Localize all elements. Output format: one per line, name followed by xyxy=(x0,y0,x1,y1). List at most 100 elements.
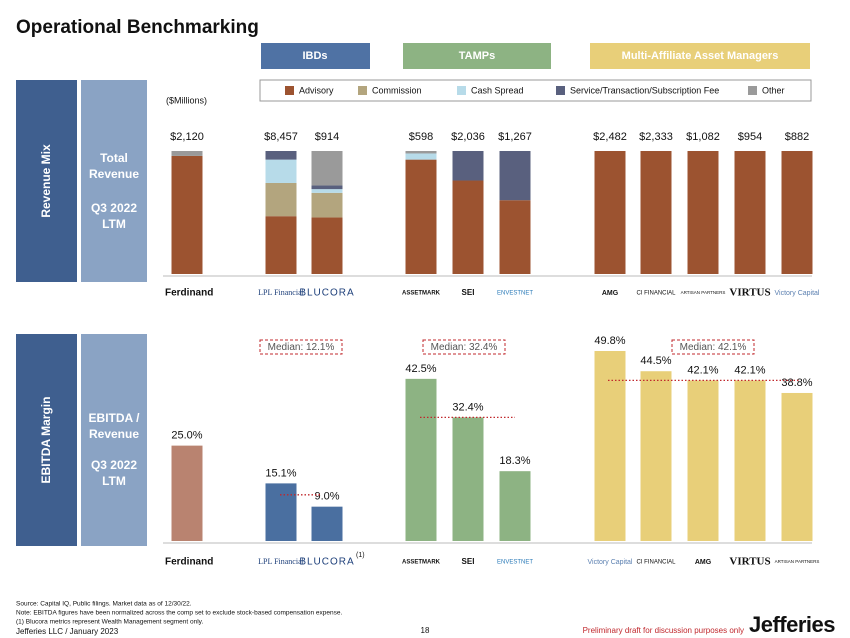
value-label: 42.1% xyxy=(687,364,718,376)
category-label: Ferdinand xyxy=(165,557,213,568)
brand: Jefferies xyxy=(749,612,835,637)
median-label: Median: 12.1% xyxy=(268,342,335,353)
legend-box xyxy=(259,79,812,102)
bar-segment xyxy=(311,189,343,193)
bar xyxy=(311,506,343,541)
page-number: 18 xyxy=(421,626,430,635)
slide-title: Operational Benchmarking xyxy=(16,17,259,38)
panel-period: Q3 2022 LTM xyxy=(90,458,138,488)
bar xyxy=(781,392,813,541)
legend-swatch xyxy=(748,86,757,95)
bar-segment xyxy=(452,180,484,274)
bar-segment xyxy=(594,151,626,274)
bar xyxy=(405,378,437,541)
footnote-marker: (1) xyxy=(356,552,365,559)
group-label: TAMPs xyxy=(459,50,495,62)
value-label: 42.1% xyxy=(734,364,765,376)
bar-segment xyxy=(781,151,813,274)
footnote: Note: EBITDA figures have been normalize… xyxy=(16,610,342,617)
panel-label-box: Q3 2022 LTM xyxy=(90,201,138,231)
category-label: BLUCORA xyxy=(299,557,354,568)
footnote: (1) Blucora metrics represent Wealth Man… xyxy=(16,619,203,626)
panel-box xyxy=(81,334,147,546)
bar xyxy=(594,351,626,541)
total-label: $2,036 xyxy=(451,131,485,143)
bar-segment xyxy=(499,200,531,274)
bar xyxy=(640,371,672,541)
panel-label-box: Q3 2022 LTM xyxy=(90,458,138,488)
value-label: 9.0% xyxy=(314,491,339,503)
total-label: $2,120 xyxy=(170,131,204,143)
total-label: $2,333 xyxy=(639,131,673,143)
bar xyxy=(734,380,766,541)
bar-segment xyxy=(734,151,766,274)
bar-segment xyxy=(311,217,343,274)
legend-label: Cash Spread xyxy=(471,85,524,95)
category-label: AMG xyxy=(602,290,619,297)
panel-label-box: Total Revenue xyxy=(88,151,140,181)
bar-segment xyxy=(405,151,437,154)
panel-period: Q3 2022 LTM xyxy=(90,201,138,231)
category-label: AMG xyxy=(695,559,712,566)
panel-label-box: EBITDA / Revenue xyxy=(88,411,140,441)
median-box xyxy=(671,339,755,355)
bar-segment xyxy=(499,151,531,201)
category-label: ENVESTNET xyxy=(497,560,533,566)
bar-segment xyxy=(265,182,297,217)
bar xyxy=(265,483,297,541)
value-label: 32.4% xyxy=(452,401,483,413)
legend-swatch xyxy=(285,86,294,95)
legend-label: Advisory xyxy=(299,85,334,95)
category-label: BLUCORA xyxy=(299,288,354,299)
group-box xyxy=(403,43,551,69)
category-label: SEI xyxy=(462,557,475,566)
legend-swatch xyxy=(358,86,367,95)
value-label: 38.8% xyxy=(781,377,812,389)
category-label: CI FINANCIAL xyxy=(636,291,676,297)
bar xyxy=(499,471,531,541)
value-label: 42.5% xyxy=(405,363,436,375)
legend-swatch xyxy=(556,86,565,95)
category-label: VIRTUS xyxy=(729,556,770,568)
panel-name: Revenue Mix xyxy=(39,144,53,218)
panel-box xyxy=(81,80,147,282)
value-label: 18.3% xyxy=(499,455,530,467)
category-label: ARTISAN PARTNERS xyxy=(681,290,726,295)
bar-segment xyxy=(405,159,437,274)
group-box xyxy=(590,43,810,69)
category-label: SEI xyxy=(462,288,475,297)
bar-segment xyxy=(265,159,297,183)
median-box xyxy=(259,339,343,355)
category-label: ARTISAN PARTNERS xyxy=(775,559,820,564)
value-label: 25.0% xyxy=(171,430,202,442)
value-label: 15.1% xyxy=(265,467,296,479)
category-label: Ferdinand xyxy=(165,288,213,299)
units-label: ($Millions) xyxy=(166,95,207,105)
bar xyxy=(687,380,719,541)
draft-note: Preliminary draft for discussion purpose… xyxy=(583,626,744,635)
legend-label: Service/Transaction/Subscription Fee xyxy=(570,85,719,95)
category-label: ASSETMARK xyxy=(402,291,441,297)
bar-segment xyxy=(405,153,437,160)
value-label: 44.5% xyxy=(640,355,671,367)
legend-swatch xyxy=(457,86,466,95)
category-label: Victory Capital xyxy=(587,559,632,566)
bar-segment xyxy=(452,151,484,181)
footnote: Source: Capital IQ, Public filings. Mark… xyxy=(16,601,192,608)
category-label: Victory Capital xyxy=(774,290,819,297)
bar-segment xyxy=(265,151,297,160)
panel-label: Total Revenue xyxy=(88,151,140,181)
median-box xyxy=(422,339,506,355)
total-label: $2,482 xyxy=(593,131,627,143)
value-label: 49.8% xyxy=(594,335,625,347)
footer-left: Jefferies LLC / January 2023 xyxy=(16,627,119,636)
total-label: $1,267 xyxy=(498,131,532,143)
median-label: Median: 42.1% xyxy=(680,342,747,353)
category-label: ENVESTNET xyxy=(497,291,533,297)
category-label: LPL Financial xyxy=(258,288,304,297)
panel-label: EBITDA / Revenue xyxy=(88,411,140,441)
legend-label: Other xyxy=(762,85,785,95)
panel-name: EBITDA Margin xyxy=(39,397,53,484)
bar xyxy=(171,445,203,541)
